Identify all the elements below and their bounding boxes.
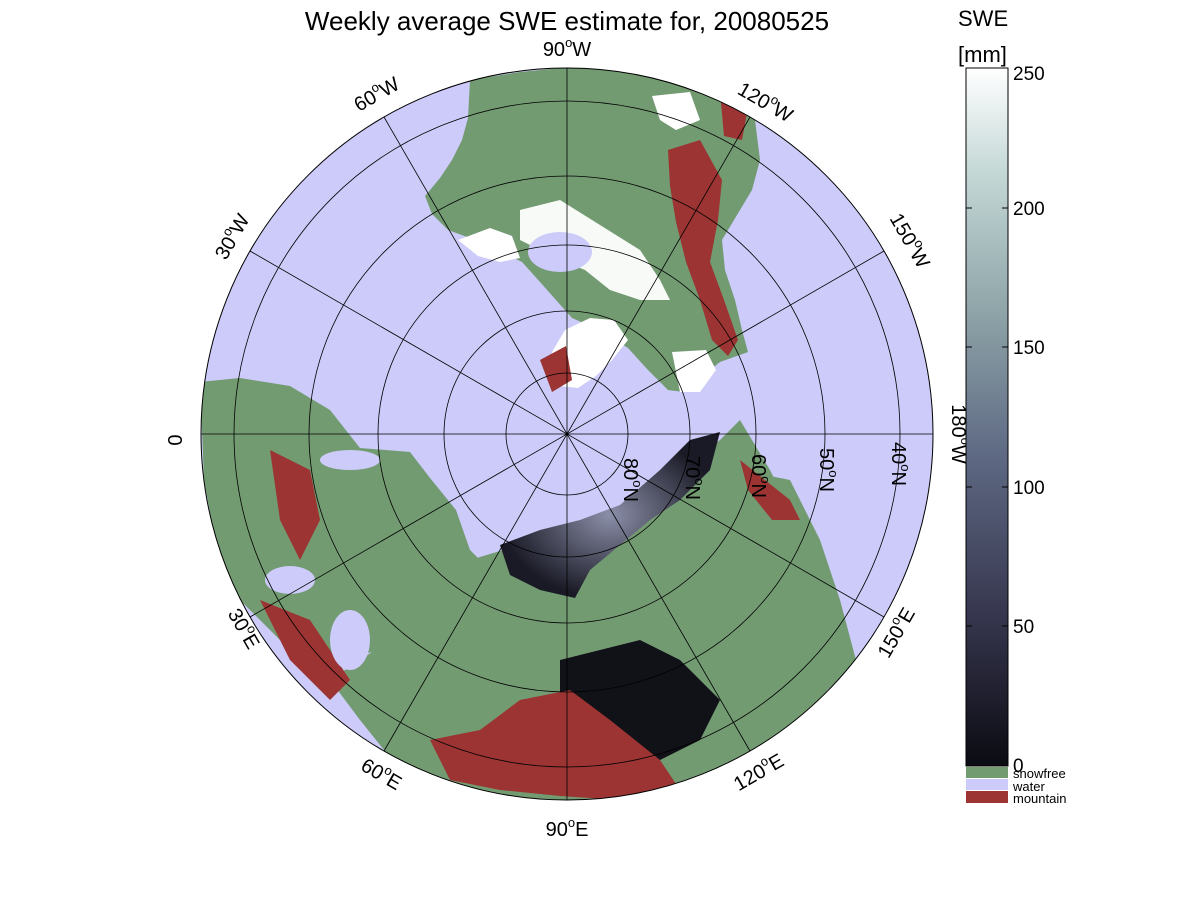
mountain-alps-caucasus: [270, 450, 320, 560]
lon-label-90W: 90oW: [543, 35, 591, 61]
lon-label-30E: 30oE: [223, 603, 267, 653]
colorbar-tick-250: 250: [1013, 64, 1045, 85]
mountain-tibet: [430, 690, 680, 800]
lon-label-90E: 90oE: [546, 815, 589, 841]
snow-canada: [520, 200, 670, 300]
mountain-east-siberia: [740, 460, 800, 520]
latitude-labels: 80oN 70oN 60oN 50oN 40oN: [619, 442, 913, 502]
snow-hudson-region: [458, 228, 520, 262]
colorbar-tick-50: 50: [1013, 617, 1034, 638]
colorbar-label-swe: SWE: [958, 6, 1008, 31]
legend-swatch-snowfree: [966, 767, 1008, 778]
colorbar-label-unit: [mm]: [958, 42, 1007, 67]
mountain-iran: [260, 600, 350, 700]
lon-label-180W: 180oW: [947, 404, 973, 464]
lat-label-40N: 40oN: [887, 442, 913, 486]
landmass-eurasia: [330, 420, 850, 800]
mountain-rockies: [668, 140, 738, 356]
lat-label-50N: 50oN: [815, 448, 841, 492]
colorbar: SWE [mm] 0 50 100 150 200 250 snowfree w…: [958, 6, 1066, 806]
legend-swatch-water: [966, 779, 1008, 790]
landmass-greenland: [552, 318, 628, 388]
lon-label-150W: 150oW: [885, 208, 937, 273]
map-border: [200, 67, 934, 801]
colorbar-tick-0: 0: [1013, 756, 1024, 777]
polar-map: [200, 67, 934, 801]
baltic-sea: [320, 450, 380, 470]
colorbar-tick-200: 200: [1013, 199, 1045, 220]
legend-label-mountain: mountain: [1013, 791, 1066, 806]
colorbar-tick-100: 100: [1013, 478, 1045, 499]
graticule: [201, 68, 933, 800]
colorbar-gradient: [965, 67, 1009, 767]
colorbar-tick-150: 150: [1013, 338, 1045, 359]
colorbar-ticks: [966, 207, 1008, 767]
lat-label-60N: 60oN: [747, 454, 773, 498]
caspian-sea: [330, 610, 370, 670]
legend-label-snowfree: snowfree: [1013, 766, 1066, 781]
snow-alaska: [652, 92, 700, 130]
meridian-150W-30E: [249, 250, 885, 618]
hudson-bay: [528, 232, 592, 272]
mountain-greenland-east: [540, 346, 572, 392]
landmass-far-east: [740, 470, 856, 690]
lon-label-0: 0: [165, 434, 187, 445]
snow-yukon: [672, 350, 716, 392]
lat-label-70N: 70oN: [681, 456, 707, 500]
chart-title: Weekly average SWE estimate for, 2008052…: [305, 6, 829, 36]
legend-label-water: water: [1012, 779, 1045, 794]
lon-label-60W: 60oW: [349, 70, 404, 117]
lat-label-80N: 80oN: [619, 458, 645, 502]
legend-swatch-mountain: [966, 791, 1008, 803]
